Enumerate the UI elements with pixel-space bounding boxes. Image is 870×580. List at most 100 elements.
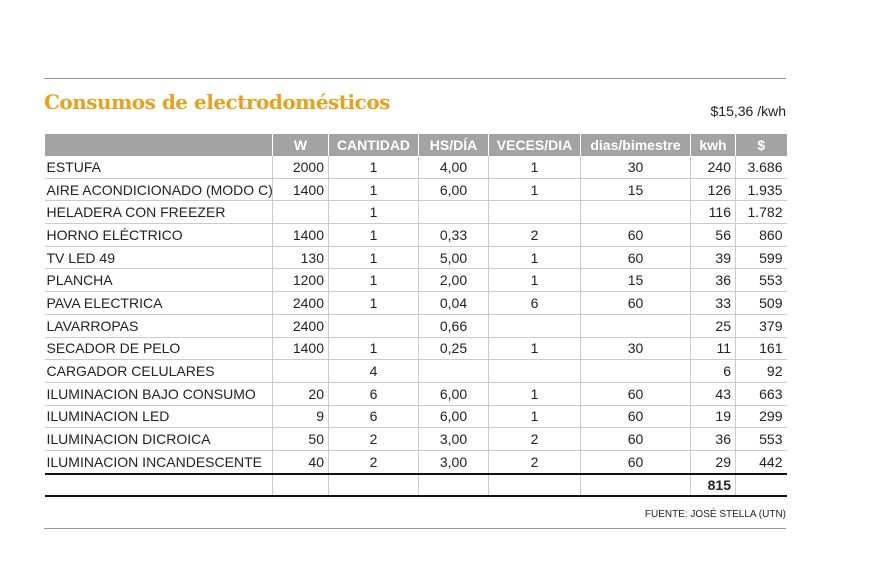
table-cell xyxy=(580,200,691,225)
table-cell xyxy=(488,359,581,383)
table-cell: 1 xyxy=(488,268,581,293)
table-cell: 379 xyxy=(735,314,787,338)
table-cell: 553 xyxy=(735,268,787,293)
table-cell xyxy=(418,200,489,225)
total-cell xyxy=(328,472,419,497)
table-cell: 2 xyxy=(488,223,581,247)
table-cell: 0,66 xyxy=(418,314,489,338)
table-cell: 60 xyxy=(580,291,691,315)
table-cell: 60 xyxy=(580,246,691,270)
table-cell: 6,00 xyxy=(418,382,489,406)
table-cell: TV LED 49 xyxy=(44,246,273,270)
table-cell: 2 xyxy=(328,427,419,451)
table-cell: 60 xyxy=(580,382,691,406)
table-cell: 553 xyxy=(735,427,787,451)
table-cell: 2400 xyxy=(272,314,329,338)
table-cell: 30 xyxy=(580,156,691,179)
table-cell: 1 xyxy=(328,178,419,202)
table-cell: 60 xyxy=(580,450,691,475)
table-row: PAVA ELECTRICA 2400 1 0,04 6 60 33 509 xyxy=(44,291,787,315)
table-cell: 509 xyxy=(735,291,787,315)
table-row: ILUMINACION DICROICA 50 2 3,00 2 60 36 553 xyxy=(44,427,787,451)
table-cell: 5,00 xyxy=(418,246,489,270)
table-cell: 2000 xyxy=(272,156,329,179)
table-cell: SECADOR DE PELO xyxy=(44,337,273,361)
column-header: W xyxy=(272,134,329,156)
table-cell: 663 xyxy=(735,382,787,406)
table-cell: 6 xyxy=(488,291,581,315)
table-cell: 161 xyxy=(735,337,787,361)
table-cell: 1 xyxy=(488,246,581,270)
column-header: dias/bimestre xyxy=(580,134,691,156)
table-cell: 9 xyxy=(272,405,329,429)
top-rule xyxy=(44,78,786,79)
table-cell: 1 xyxy=(488,156,581,179)
table-cell: 2 xyxy=(488,427,581,451)
table-cell: 4 xyxy=(328,359,419,383)
total-cell xyxy=(272,472,329,497)
table-cell: 36 xyxy=(690,268,736,293)
table-cell: 60 xyxy=(580,427,691,451)
table-cell: 2,00 xyxy=(418,268,489,293)
table-cell: 11 xyxy=(690,337,736,361)
table-cell: PLANCHA xyxy=(44,268,273,293)
consumption-table: W CANTIDAD HS/DÍA VECES/DIA dias/bimestre kwh… xyxy=(44,134,787,497)
table-cell: 1400 xyxy=(272,337,329,361)
table-cell: 92 xyxy=(735,359,787,383)
table-cell xyxy=(580,359,691,383)
table-cell: 2 xyxy=(328,450,419,475)
table-cell: 1 xyxy=(328,223,419,247)
table-cell: 25 xyxy=(690,314,736,338)
table-body: ESTUFA 2000 1 4,00 1 30 240 3.686 AIRE ACONDICIO… xyxy=(44,156,787,497)
table-row: LAVARROPAS 2400 0,66 25 379 xyxy=(44,314,787,338)
table-cell: ESTUFA xyxy=(44,156,273,179)
table-cell xyxy=(272,359,329,383)
table-cell: HELADERA CON FREEZER xyxy=(44,200,273,225)
table-cell: 43 xyxy=(690,382,736,406)
table-cell: 3,00 xyxy=(418,450,489,475)
table-row: ILUMINACION LED 9 6 6,00 1 60 19 299 xyxy=(44,405,787,429)
table-cell: 1 xyxy=(328,291,419,315)
table-cell: ILUMINACION BAJO CONSUMO xyxy=(44,382,273,406)
table-cell: 1 xyxy=(328,156,419,179)
column-header: $ xyxy=(735,134,787,156)
source: FUENTE: JOSÉ STELLA (UTN) xyxy=(644,509,786,520)
table-cell: 1 xyxy=(488,337,581,361)
table-cell: 116 xyxy=(690,200,736,225)
table-cell: LAVARROPAS xyxy=(44,314,273,338)
total-row: 815 xyxy=(44,472,787,497)
table-cell: 50 xyxy=(272,427,329,451)
table-cell: 1.935 xyxy=(735,178,787,202)
table-row: TV LED 49 130 1 5,00 1 60 39 599 xyxy=(44,246,787,270)
table-cell: 1 xyxy=(328,337,419,361)
table-cell: 860 xyxy=(735,223,787,247)
table-cell: 36 xyxy=(690,427,736,451)
total-cell xyxy=(735,472,787,497)
rate: $15,36 /kwh xyxy=(710,103,787,119)
header-row: W CANTIDAD HS/DÍA VECES/DIA dias/bimestre kwh… xyxy=(44,134,787,156)
table-row: PLANCHA 1200 1 2,00 1 15 36 553 xyxy=(44,268,787,293)
table-cell: 15 xyxy=(580,178,691,202)
table-cell: 1200 xyxy=(272,268,329,293)
table-row: CARGADOR CELULARES 4 6 92 xyxy=(44,359,787,383)
table-row: HORNO ELÉCTRICO 1400 1 0,33 2 60 56 860 xyxy=(44,223,787,247)
table-cell xyxy=(418,359,489,383)
table-cell: 29 xyxy=(690,450,736,475)
table-cell: ILUMINACION INCANDESCENTE xyxy=(44,450,273,475)
table-cell: 56 xyxy=(690,223,736,247)
total-cell xyxy=(488,472,581,497)
total-cell xyxy=(580,472,691,497)
table-cell: 6,00 xyxy=(418,178,489,202)
table-cell: 33 xyxy=(690,291,736,315)
table-cell: 30 xyxy=(580,337,691,361)
table-cell: 39 xyxy=(690,246,736,270)
table-row: AIRE ACONDICIONADO (MODO C) 1400 1 6,00 1 15 1… xyxy=(44,178,787,202)
table-cell xyxy=(488,200,581,225)
table-cell: 1400 xyxy=(272,178,329,202)
table-cell: ILUMINACION LED xyxy=(44,405,273,429)
table-cell xyxy=(328,314,419,338)
table-cell: 0,33 xyxy=(418,223,489,247)
table-cell: ILUMINACION DICROICA xyxy=(44,427,273,451)
column-header: CANTIDAD xyxy=(328,134,419,156)
